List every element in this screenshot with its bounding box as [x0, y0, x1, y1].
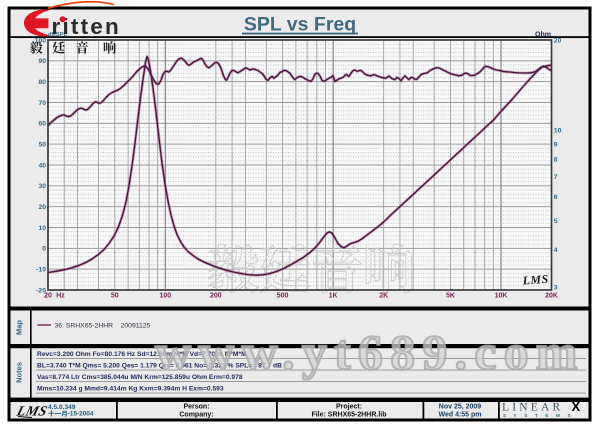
svg-text:36: SRHX65-2HHR 20091125: 36: SRHX65-2HHR 20091125 [55, 323, 151, 330]
svg-text:BL=3.740 T*M Qms= 5.200 Qes=: BL=3.740 T*M Qms= 5.200 Qes= 1.179 Qts= … [37, 363, 282, 370]
svg-text:60: 60 [38, 121, 46, 128]
svg-text:10: 10 [554, 128, 562, 135]
svg-text:7: 7 [554, 174, 558, 181]
svg-text:9: 9 [554, 141, 558, 148]
svg-text:Nov 25, 2009: Nov 25, 2009 [439, 404, 482, 411]
svg-text:20: 20 [554, 37, 562, 44]
svg-text:Wed 4:55 pm: Wed 4:55 pm [438, 412, 481, 419]
svg-text:Map: Map [15, 320, 24, 335]
svg-text:200: 200 [210, 293, 222, 300]
svg-text:5: 5 [554, 218, 558, 225]
svg-text:80: 80 [38, 79, 46, 86]
svg-text:30: 30 [38, 183, 46, 190]
svg-text:1K: 1K [329, 293, 338, 300]
svg-text:Ohm: Ohm [535, 32, 551, 39]
svg-text:-10: -10 [36, 267, 46, 274]
svg-text:10: 10 [38, 225, 46, 232]
svg-text:-15-2004: -15-2004 [68, 411, 94, 418]
svg-text:Mms=10.234 g Mmd=9.414m Kg K: Mms=10.234 g Mmd=9.414m Kg Kxm=9.394m H … [37, 386, 224, 393]
svg-text:20: 20 [44, 293, 52, 300]
svg-text:100: 100 [35, 37, 47, 44]
svg-text:40: 40 [38, 162, 46, 169]
svg-text:LINEAR: LINEAR [502, 402, 563, 414]
svg-text:Project:: Project: [336, 404, 362, 411]
svg-text:4.5.0.349: 4.5.0.349 [48, 404, 76, 411]
svg-text:dBSPL: dBSPL [48, 32, 67, 38]
svg-text:20K: 20K [545, 293, 558, 300]
svg-text:90: 90 [38, 58, 46, 65]
svg-text:3: 3 [554, 284, 558, 291]
svg-text:50: 50 [111, 293, 119, 300]
svg-text:20: 20 [38, 204, 46, 211]
svg-text:70: 70 [38, 100, 46, 107]
svg-text:Revc=3.200 Ohm Fo=80.176 Hz: Revc=3.200 Ohm Fo=80.176 Hz Sd=12.66m M*… [37, 351, 247, 358]
svg-text:LMS: LMS [14, 404, 49, 420]
svg-text:4: 4 [554, 247, 558, 254]
svg-text:-20: -20 [36, 287, 46, 294]
svg-text:Vas=8.774 Ltr Cms=385.044u M/: Vas=8.774 Ltr Cms=385.044u M/N Krm=125.8… [37, 374, 243, 381]
svg-text:LMS: LMS [521, 272, 549, 288]
svg-text:Notes: Notes [15, 362, 24, 383]
svg-text:6: 6 [554, 194, 558, 201]
svg-text:Hz: Hz [56, 293, 65, 300]
svg-text:0: 0 [42, 246, 46, 253]
svg-text:SPL vs Freq: SPL vs Freq [244, 14, 356, 36]
svg-text:2K: 2K [379, 293, 388, 300]
svg-text:www.yt689.com: www.yt689.com [155, 324, 585, 380]
svg-text:50: 50 [38, 142, 46, 149]
svg-text:Company:: Company: [179, 412, 213, 419]
svg-text:10K: 10K [495, 293, 508, 300]
svg-text:SYSTEMS: SYSTEMS [503, 413, 578, 418]
svg-text:X: X [572, 399, 581, 414]
svg-text:Person:: Person: [183, 404, 209, 411]
svg-text:File: SRHX65-2HHR.lib: File: SRHX65-2HHR.lib [311, 412, 386, 419]
svg-text:5K: 5K [446, 293, 455, 300]
svg-text:8: 8 [554, 157, 558, 164]
svg-text:100: 100 [159, 293, 171, 300]
svg-text:500: 500 [277, 293, 289, 300]
